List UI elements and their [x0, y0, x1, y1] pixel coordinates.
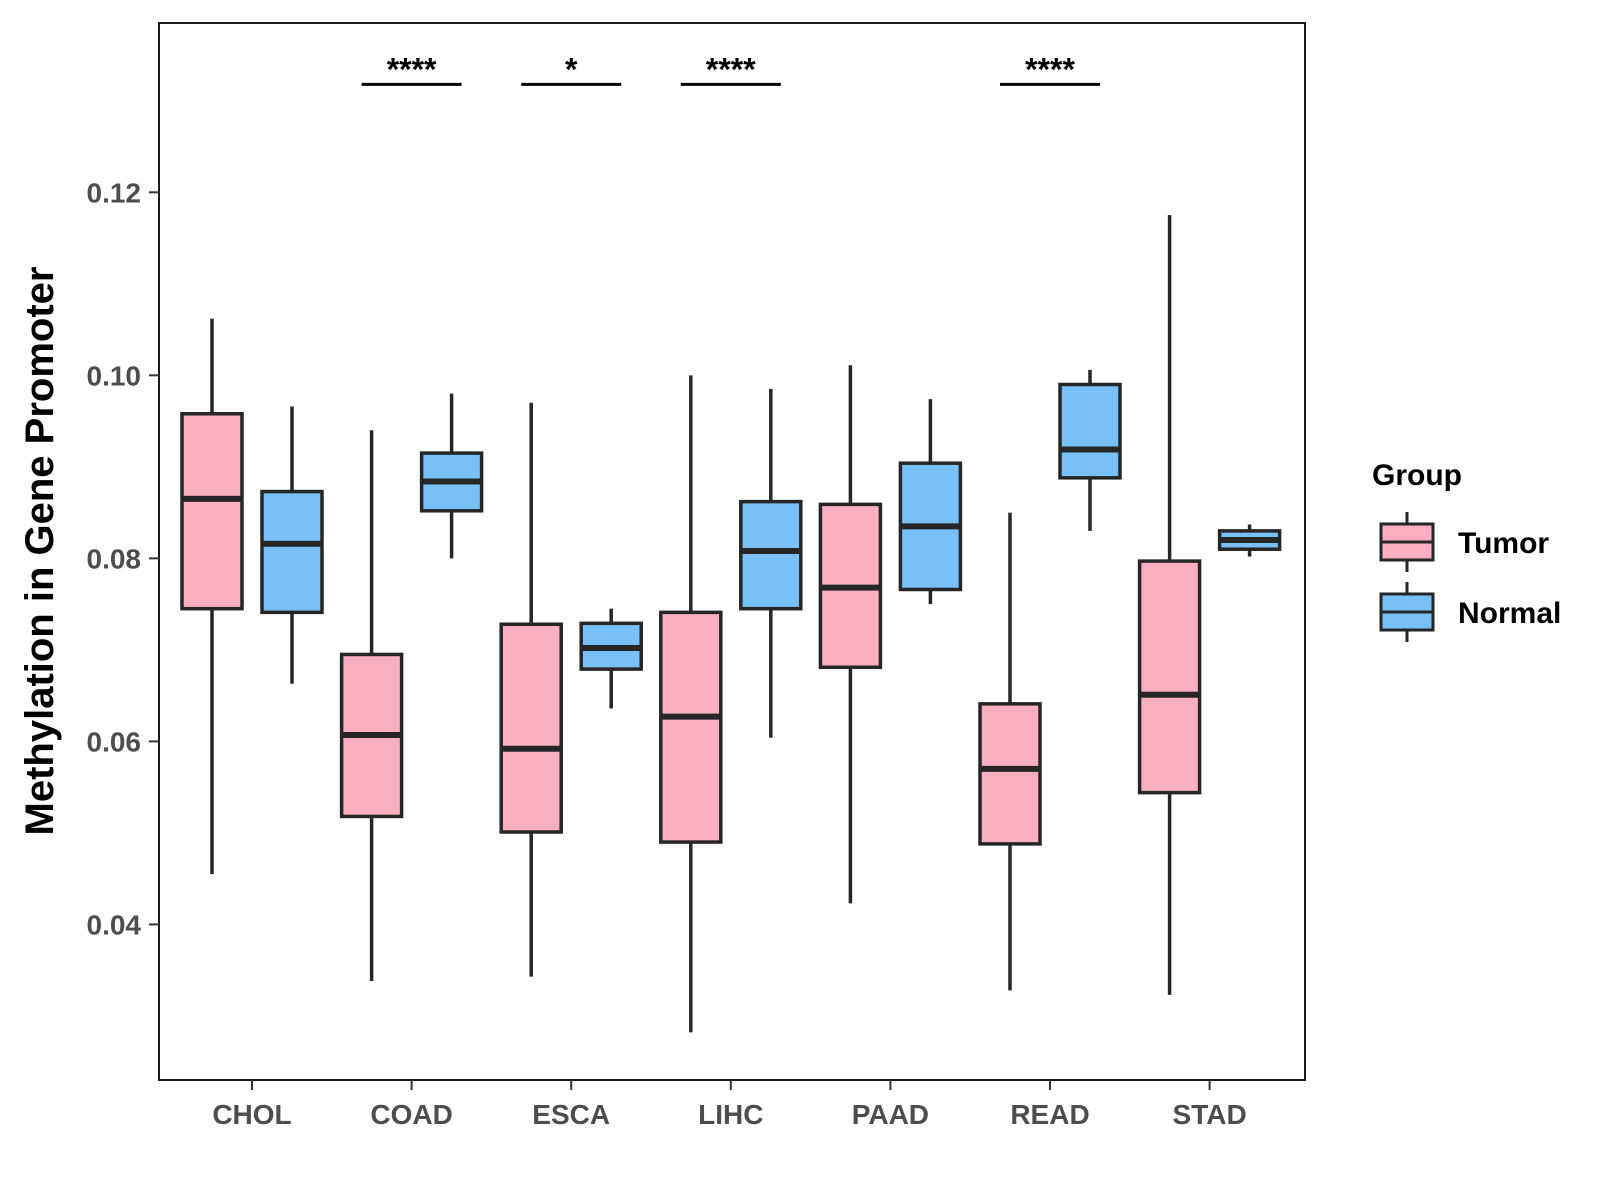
x-tick-label: COAD	[370, 1099, 452, 1130]
box-normal-lihc	[739, 389, 803, 738]
x-tick-label: STAD	[1173, 1099, 1247, 1130]
legend-item-normal: Normal	[1379, 582, 1561, 642]
y-tick-label: 0.12	[87, 177, 142, 208]
box-tumor-lihc	[659, 375, 723, 1033]
box-normal-stad	[1217, 524, 1282, 557]
y-axis: 0.04 0.06 0.08 0.10 0.12	[87, 177, 159, 940]
legend-title: Group	[1372, 459, 1462, 492]
box-tumor-chol	[180, 318, 244, 875]
box-normal-chol	[260, 406, 324, 684]
box-tumor-stad	[1137, 215, 1202, 995]
box-normal-coad	[419, 393, 484, 559]
legend-label: Normal	[1458, 597, 1561, 630]
legend-label: Tumor	[1458, 527, 1549, 560]
iqr-box	[1137, 559, 1202, 795]
box-normal-paad	[898, 399, 963, 605]
iqr-box	[499, 622, 563, 834]
significance-label: ****	[387, 51, 437, 87]
box-normal-esca	[579, 608, 643, 709]
box-tumor-paad	[818, 365, 883, 904]
box-tumor-coad	[339, 430, 404, 982]
significance-label: *	[565, 51, 578, 87]
box-tumor-esca	[499, 402, 563, 977]
significance-layer: **** * **** ****	[361, 51, 1100, 87]
y-tick-label: 0.04	[87, 909, 142, 940]
x-tick-label: READ	[1010, 1099, 1089, 1130]
y-tick-label: 0.10	[87, 360, 142, 391]
x-axis: CHOL COAD ESCA LIHC PAAD READ STAD	[212, 1080, 1247, 1130]
x-tick-label: ESCA	[532, 1099, 610, 1130]
significance-label: ****	[706, 51, 756, 87]
x-tick-label: LIHC	[698, 1099, 763, 1130]
iqr-box	[978, 702, 1042, 846]
iqr-box	[739, 499, 803, 611]
box-tumor-read	[978, 512, 1042, 991]
legend-item-tumor: Tumor	[1379, 512, 1549, 572]
legend: Group Tumor Normal	[1372, 459, 1561, 642]
y-tick-label: 0.08	[87, 543, 142, 574]
plot-panel	[158, 22, 1306, 1081]
iqr-box	[1058, 382, 1122, 480]
y-tick-label: 0.06	[87, 726, 142, 757]
iqr-box	[659, 610, 723, 844]
significance-label: ****	[1025, 51, 1075, 87]
iqr-box	[260, 489, 324, 615]
box-normal-read	[1058, 369, 1122, 531]
boxes-layer	[180, 215, 1282, 1033]
iqr-box	[180, 412, 244, 611]
x-tick-label: PAAD	[852, 1099, 929, 1130]
x-tick-label: CHOL	[212, 1099, 291, 1130]
y-axis-title: Methylation in Gene Promoter	[18, 267, 62, 836]
